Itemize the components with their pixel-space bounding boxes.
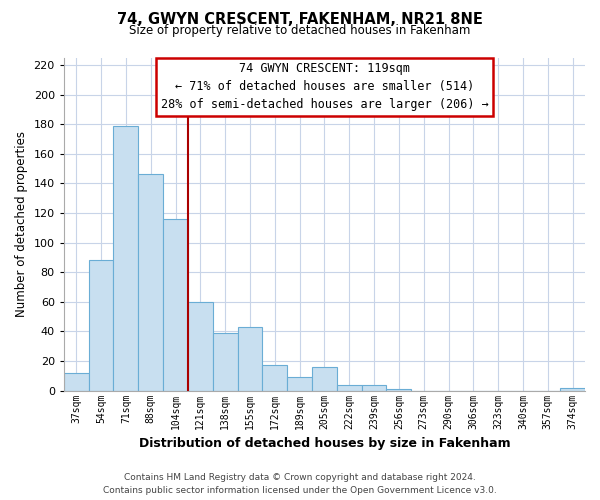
Y-axis label: Number of detached properties: Number of detached properties <box>15 131 28 317</box>
Bar <box>238 327 262 390</box>
Bar <box>213 333 238 390</box>
X-axis label: Distribution of detached houses by size in Fakenham: Distribution of detached houses by size … <box>139 437 510 450</box>
Bar <box>163 219 188 390</box>
Bar <box>312 367 337 390</box>
Bar <box>113 126 138 390</box>
Text: Contains HM Land Registry data © Crown copyright and database right 2024.
Contai: Contains HM Land Registry data © Crown c… <box>103 474 497 495</box>
Bar <box>262 366 287 390</box>
Text: 74, GWYN CRESCENT, FAKENHAM, NR21 8NE: 74, GWYN CRESCENT, FAKENHAM, NR21 8NE <box>117 12 483 28</box>
Bar <box>188 302 213 390</box>
Bar <box>138 174 163 390</box>
Text: Size of property relative to detached houses in Fakenham: Size of property relative to detached ho… <box>130 24 470 37</box>
Bar <box>362 384 386 390</box>
Bar <box>64 373 89 390</box>
Bar <box>337 384 362 390</box>
Bar <box>287 378 312 390</box>
Bar <box>560 388 585 390</box>
Bar <box>89 260 113 390</box>
Text: 74 GWYN CRESCENT: 119sqm
← 71% of detached houses are smaller (514)
28% of semi-: 74 GWYN CRESCENT: 119sqm ← 71% of detach… <box>161 62 488 112</box>
Bar <box>386 389 411 390</box>
